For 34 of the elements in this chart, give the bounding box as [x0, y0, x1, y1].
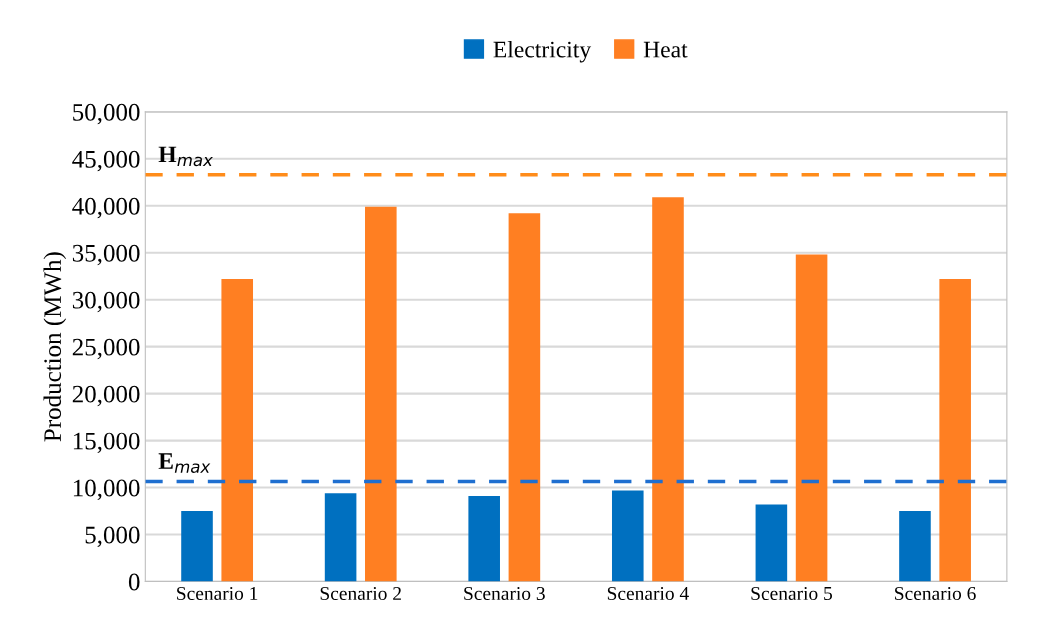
y-tick-label: 25,000: [72, 338, 140, 360]
y-tick-label: 50,000: [73, 103, 140, 125]
bar: [365, 206, 397, 582]
y-tick-label: 20,000: [72, 385, 140, 407]
bar: [221, 279, 254, 582]
y-axis-title: Production (MWh): [43, 252, 67, 442]
bar: [508, 213, 541, 582]
x-tick-label: Scenario 6: [895, 586, 976, 601]
x-tick-label: Scenario 2: [320, 586, 401, 601]
x-tick-label: Scenario 1: [177, 586, 258, 601]
x-tick-label: Scenario 5: [751, 586, 833, 601]
ref-line-label: H$_{max}$: [158, 146, 213, 167]
y-tick-label: 0: [128, 573, 140, 591]
y-tick-label: 40,000: [72, 197, 140, 219]
x-tick-label: Scenario 4: [607, 586, 689, 601]
bar: [611, 490, 644, 582]
x-tick-label: Scenario 3: [464, 586, 545, 601]
legend-label: Heat: [643, 41, 688, 58]
bar: [652, 197, 684, 582]
bar: [324, 493, 357, 582]
y-tick-label: 5,000: [85, 526, 140, 548]
bar: [939, 279, 971, 582]
y-tick-label: 30,000: [72, 291, 140, 313]
legend-label: Electricity: [493, 40, 592, 63]
bar: [899, 511, 931, 582]
y-tick-label: 45,000: [72, 150, 140, 172]
ref-line-label: E$_{max}$: [158, 453, 211, 473]
y-tick-label: 15,000: [73, 432, 140, 454]
y-tick-label: 10,000: [73, 479, 140, 501]
y-tick-label: 35,000: [72, 244, 140, 266]
bar: [795, 254, 828, 582]
bar: [755, 504, 788, 582]
bar: [468, 496, 500, 582]
bar: [181, 511, 213, 582]
